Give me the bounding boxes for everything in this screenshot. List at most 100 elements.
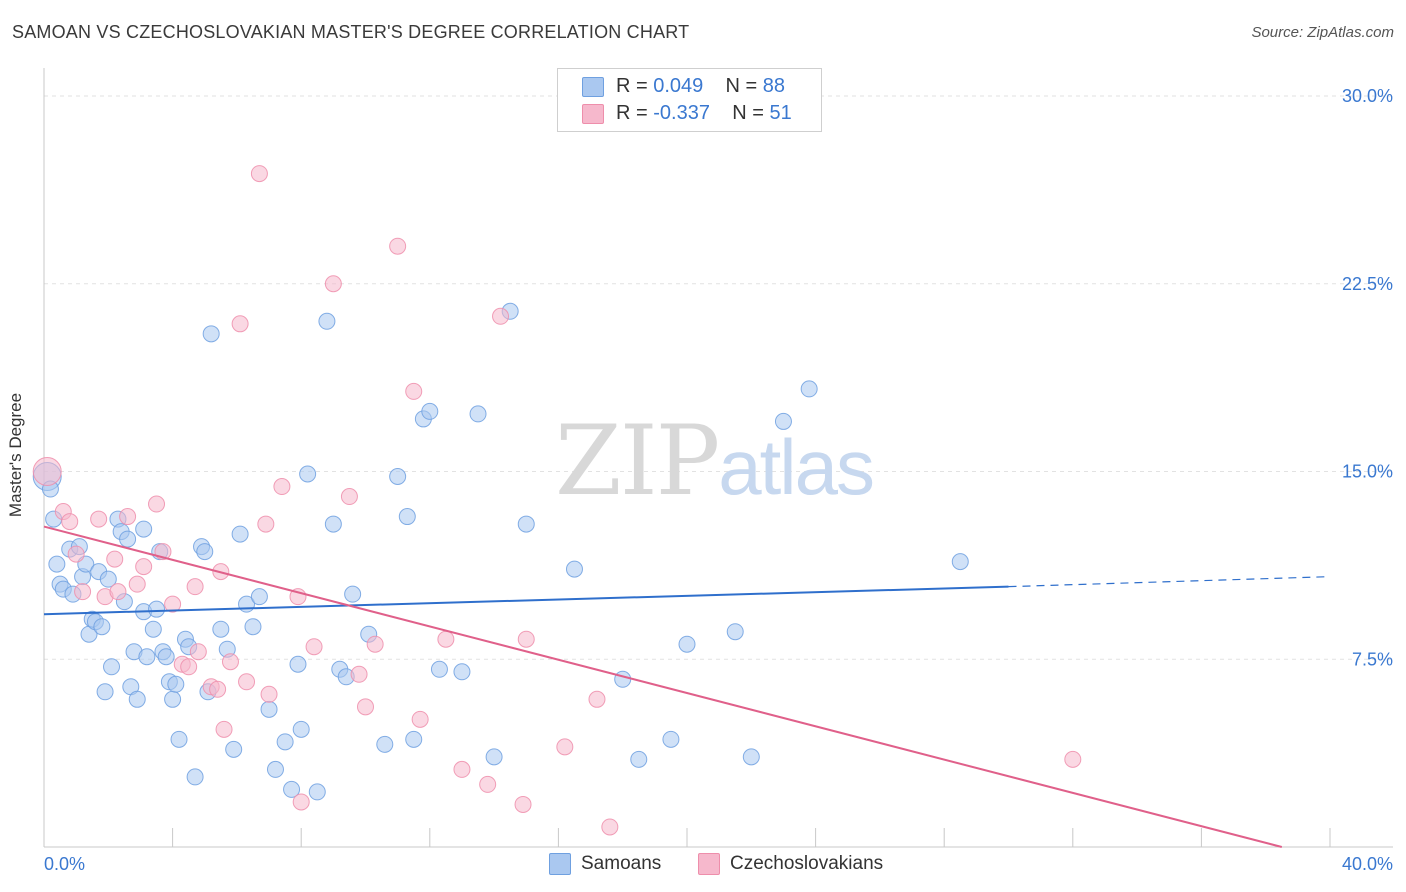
data-point: [250, 588, 268, 606]
data-point: [144, 620, 162, 638]
x-axis-ticks: [172, 828, 1331, 847]
data-point: [221, 653, 239, 671]
data-points: [32, 165, 1082, 836]
data-point: [405, 730, 423, 748]
chart-title: SAMOAN VS CZECHOSLOVAKIAN MASTER'S DEGRE…: [12, 22, 690, 42]
data-point: [1064, 750, 1082, 768]
data-point: [164, 690, 182, 708]
data-point: [726, 623, 744, 641]
data-point: [74, 583, 92, 601]
data-point: [128, 690, 146, 708]
data-point: [305, 638, 323, 656]
data-point: [283, 780, 301, 798]
trend-line-czechoslovakians: [43, 525, 1283, 848]
data-point: [389, 237, 407, 255]
data-point: [67, 545, 85, 563]
data-point: [212, 620, 230, 638]
bottom-legend-label-samoans: Samoans: [581, 853, 662, 874]
data-point: [106, 550, 124, 568]
data-point: [340, 488, 358, 506]
bottom-legend-swatch-samoans: [549, 853, 571, 875]
data-point: [774, 412, 792, 430]
data-point: [266, 760, 284, 778]
data-point: [308, 783, 326, 801]
data-point: [357, 698, 374, 716]
data-point: [209, 680, 227, 698]
y-axis-label: Master's Degree: [6, 392, 25, 518]
watermark-zip: ZIP: [555, 405, 720, 517]
data-point: [469, 405, 487, 423]
data-point: [189, 643, 207, 661]
data-point: [324, 515, 342, 533]
data-point: [260, 700, 278, 718]
data-point: [742, 748, 760, 766]
data-point: [398, 508, 416, 526]
data-point: [164, 595, 182, 613]
data-point: [289, 655, 307, 673]
data-point: [238, 673, 256, 691]
data-point: [138, 648, 156, 666]
data-point: [148, 495, 166, 513]
legend-r-value: -0.337: [653, 102, 710, 124]
data-point: [376, 735, 394, 753]
data-point: [350, 665, 368, 683]
data-point: [257, 515, 275, 533]
data-point: [517, 630, 535, 648]
x-tick-label: 40.0%: [1342, 854, 1393, 874]
data-point: [109, 583, 127, 601]
data-point: [299, 465, 317, 483]
data-point: [276, 733, 294, 751]
data-point: [61, 513, 79, 531]
bottom-legend-swatch-czechoslovakians: [698, 853, 720, 875]
x-axis-tick-labels: 0.0% 40.0%: [44, 854, 1393, 874]
data-point: [421, 402, 439, 420]
data-point: [479, 775, 497, 793]
data-point: [951, 553, 969, 571]
data-point: [453, 760, 471, 778]
data-point: [344, 585, 362, 603]
data-point: [225, 740, 243, 758]
data-point: [167, 675, 185, 693]
data-point: [119, 530, 137, 548]
y-tick-label: 7.5%: [1352, 649, 1393, 669]
data-point: [180, 658, 198, 676]
data-point: [324, 275, 342, 293]
data-point: [157, 648, 175, 666]
data-point: [437, 630, 455, 648]
legend-n-value: 51: [769, 102, 792, 124]
data-point: [250, 165, 268, 183]
data-point: [215, 720, 233, 738]
data-point: [128, 575, 146, 593]
data-point: [565, 560, 583, 578]
data-point: [119, 508, 137, 526]
data-point: [103, 658, 121, 676]
data-point: [614, 670, 632, 688]
data-point: [99, 570, 117, 588]
legend-n-label: N =: [732, 102, 770, 124]
data-point: [662, 730, 680, 748]
data-point: [514, 795, 532, 813]
data-point: [678, 635, 696, 653]
data-point: [292, 720, 310, 738]
legend-r-label: R =: [616, 102, 654, 124]
data-point: [411, 710, 429, 728]
data-point: [90, 510, 108, 528]
data-point: [96, 683, 114, 701]
data-point: [389, 468, 407, 486]
trend-line-samoans: [43, 585, 1009, 616]
data-point: [588, 690, 606, 708]
data-point: [517, 515, 535, 533]
data-point: [556, 738, 574, 756]
trend-extension-samoans: [1008, 576, 1331, 588]
y-axis-tick-labels: 7.5% 15.0% 22.5% 30.0%: [1342, 86, 1393, 669]
series-czechoslovakians: [32, 165, 1082, 836]
stats-legend: R = 0.049 N = 88 R = -0.337 N = 51: [557, 68, 822, 132]
data-point: [48, 555, 66, 573]
data-point: [453, 663, 471, 681]
x-tick-label: 0.0%: [44, 854, 85, 874]
data-point: [186, 578, 204, 596]
watermark: ZIPatlas: [555, 405, 875, 517]
data-point: [366, 635, 384, 653]
legend-r-label: R =: [616, 75, 654, 97]
